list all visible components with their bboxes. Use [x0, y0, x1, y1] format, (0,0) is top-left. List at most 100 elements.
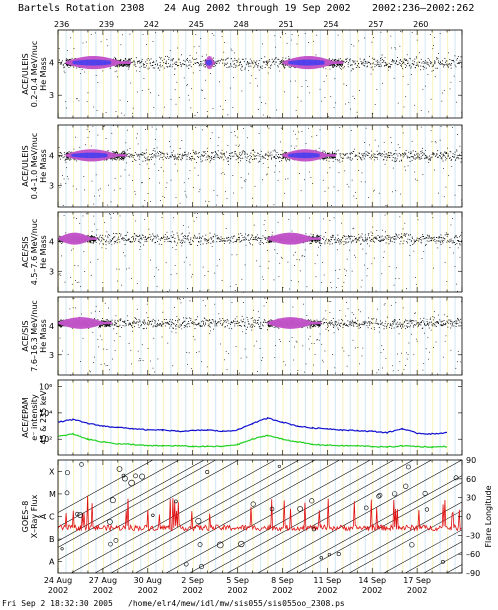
data-point	[432, 65, 434, 67]
data-point	[369, 55, 370, 57]
data-point	[422, 66, 424, 68]
data-point	[350, 64, 352, 66]
data-point	[97, 134, 99, 136]
data-point	[234, 153, 236, 155]
bg-stripe	[342, 30, 344, 118]
data-point	[408, 157, 410, 158]
bg-stripe	[177, 30, 179, 118]
bg-stripe	[282, 212, 284, 292]
density-cell-high	[207, 60, 210, 66]
bg-stripe	[297, 30, 299, 118]
data-point	[410, 152, 412, 154]
data-point	[381, 57, 383, 59]
data-point	[361, 159, 363, 161]
data-point	[390, 137, 392, 138]
data-point	[213, 63, 215, 65]
data-point	[246, 160, 248, 161]
data-point	[126, 153, 128, 155]
data-point	[234, 150, 236, 152]
data-point	[61, 255, 63, 257]
data-point	[272, 60, 274, 62]
figure-header: Bartels Rotation 2308 24 Aug 2002 throug…	[18, 3, 474, 14]
data-point	[445, 186, 447, 188]
density-cell-high	[306, 59, 309, 66]
data-point	[155, 64, 156, 65]
data-point	[128, 153, 130, 154]
data-point	[125, 58, 126, 60]
data-point	[232, 60, 234, 62]
data-point	[282, 153, 284, 155]
data-point	[361, 63, 363, 65]
bg-stripe	[379, 212, 381, 292]
density-cell-high	[88, 152, 91, 159]
data-point	[271, 154, 273, 156]
data-point	[446, 152, 447, 153]
data-point	[418, 156, 419, 158]
data-point	[167, 66, 169, 68]
data-point	[379, 154, 381, 156]
data-point	[337, 60, 339, 62]
data-point	[227, 62, 229, 64]
data-point	[150, 58, 152, 60]
data-point	[263, 62, 265, 64]
data-point	[415, 56, 417, 58]
data-point	[144, 199, 146, 201]
data-point	[457, 157, 459, 159]
bg-stripe	[215, 212, 217, 292]
density-cell	[69, 60, 72, 65]
bg-stripe	[409, 30, 411, 118]
data-point	[417, 152, 419, 154]
data-point	[230, 58, 232, 60]
data-point	[276, 152, 278, 153]
data-point	[332, 152, 333, 154]
density-cell	[115, 154, 118, 157]
data-point	[434, 169, 435, 171]
data-point	[260, 156, 262, 158]
data-point	[220, 173, 222, 175]
data-point	[238, 144, 240, 146]
data-point	[355, 154, 357, 156]
data-point	[410, 156, 412, 158]
data-point	[123, 156, 125, 158]
data-point	[315, 54, 317, 56]
data-point	[59, 235, 61, 237]
data-point	[256, 205, 258, 207]
bg-stripe	[170, 125, 172, 207]
data-point	[127, 129, 128, 131]
data-point	[240, 160, 242, 162]
data-point	[426, 61, 428, 63]
data-point	[271, 158, 272, 160]
data-point	[164, 196, 165, 198]
data-point	[413, 156, 415, 158]
bartels-day-label: 251	[278, 20, 293, 29]
data-point	[276, 109, 277, 111]
data-point	[241, 187, 243, 189]
data-point	[442, 160, 444, 162]
data-point	[362, 153, 364, 155]
data-point	[380, 63, 382, 65]
data-point	[390, 64, 392, 66]
bg-stripe	[432, 212, 434, 292]
data-point	[418, 65, 420, 67]
data-point	[177, 157, 179, 159]
data-point	[450, 151, 452, 153]
data-point	[235, 66, 237, 68]
data-point	[259, 96, 261, 98]
data-point	[204, 59, 206, 61]
data-point	[267, 158, 269, 160]
data-point	[403, 153, 405, 155]
data-point	[259, 154, 261, 155]
data-point	[360, 158, 362, 160]
data-point	[440, 152, 441, 154]
data-point	[150, 65, 152, 67]
data-point	[396, 64, 398, 66]
data-point	[252, 149, 254, 151]
data-point	[278, 154, 280, 155]
data-point	[389, 155, 391, 156]
data-point	[106, 39, 108, 41]
data-point	[325, 157, 327, 159]
data-point	[281, 150, 283, 152]
data-point	[321, 100, 323, 102]
data-point	[341, 65, 343, 67]
